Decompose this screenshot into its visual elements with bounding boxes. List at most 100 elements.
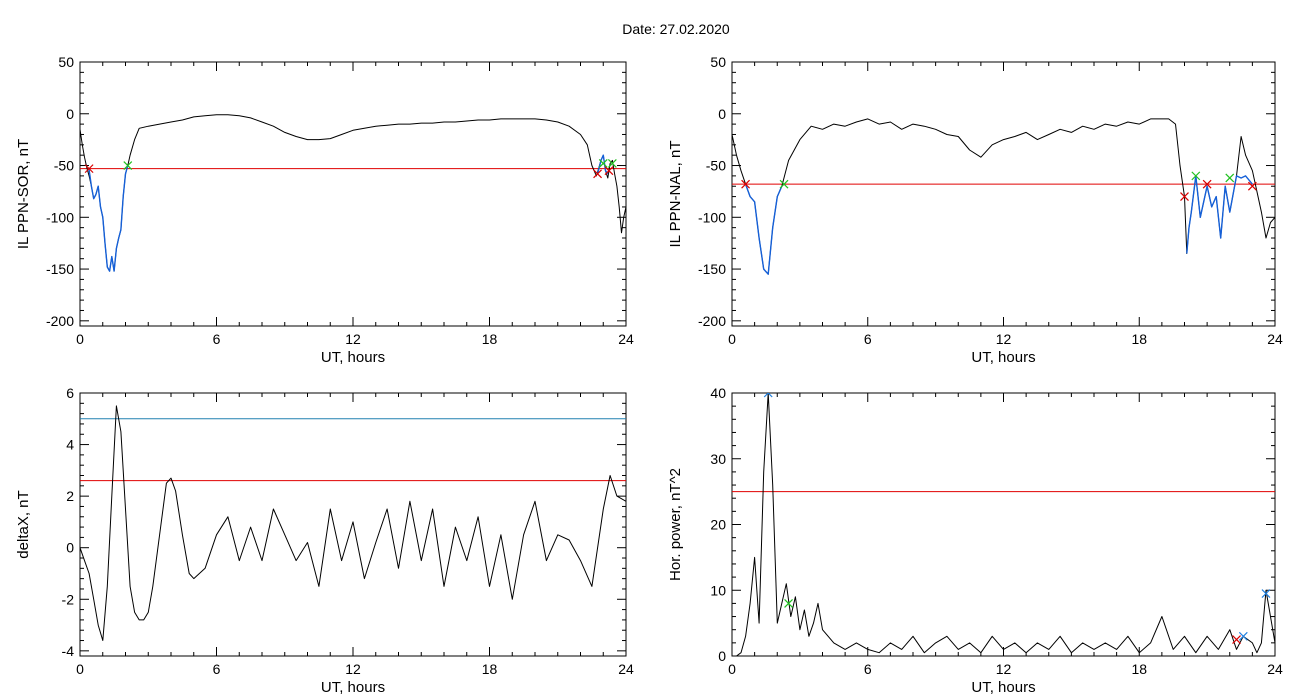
x-tick-label: 0 [76, 661, 84, 677]
x-tick-label: 24 [618, 331, 634, 347]
y-tick-label: 40 [710, 385, 726, 401]
x-tick-label: 18 [482, 331, 498, 347]
cross-stroke [1238, 631, 1248, 641]
y-tick-label: -2 [62, 591, 75, 607]
y-tick-label: 50 [58, 54, 74, 70]
cross-marker [1261, 589, 1271, 598]
y-tick-label: -4 [62, 643, 75, 659]
highlight-line [88, 165, 129, 272]
cross-marker [593, 169, 602, 179]
y-tick-label: -100 [698, 209, 726, 225]
cross-marker [604, 166, 614, 176]
y-tick-label: 10 [710, 582, 726, 598]
y-tick-label: 0 [66, 540, 74, 556]
x-tick-label: 6 [213, 331, 221, 347]
plot-frame [79, 61, 627, 327]
cross-stroke [604, 166, 614, 176]
plot-data [732, 118, 1275, 275]
x-axis-title: UT, hours [971, 679, 1035, 696]
series-line [80, 114, 626, 272]
x-tick-label: 18 [1131, 331, 1147, 347]
y-tick-label: 20 [710, 517, 726, 533]
x-tick-label: 12 [996, 661, 1012, 677]
ppn-nal-panel: 0 6 12 18 24 -200 -150 -100 -50 0 50 UT, hours IL PP… [667, 54, 1283, 366]
y-axis-title: IL PPN-SOR, nT [15, 139, 32, 249]
cross-stroke [607, 159, 617, 168]
x-tick-label: 0 [728, 331, 736, 347]
x-tick-label: 0 [76, 331, 84, 347]
y-tick-label: 30 [710, 451, 726, 467]
y-tick-label: -200 [698, 313, 726, 329]
y-tick-label: 6 [66, 385, 74, 401]
x-tick-label: 18 [1131, 661, 1147, 677]
plot-frame [79, 392, 627, 657]
cross-stroke [1180, 192, 1189, 202]
x-axis-title: UT, hours [971, 349, 1035, 366]
cross-stroke [1232, 635, 1241, 644]
plot-data [80, 114, 626, 272]
cross-marker [598, 159, 608, 168]
x-tick-label: 12 [345, 331, 361, 347]
ppn-sor-panel: 0 6 12 18 24 -200 -150 -100 -50 0 50 UT, hours IL PP… [15, 54, 634, 366]
y-tick-label: 4 [66, 437, 74, 453]
x-tick-label: 12 [345, 661, 361, 677]
x-axis-title: UT, hours [321, 349, 385, 366]
y-axis-title: deltaX, nT [15, 490, 32, 558]
x-tick-label: 6 [864, 331, 872, 347]
x-tick-label: 18 [482, 661, 498, 677]
cross-marker [1238, 631, 1248, 641]
x-tick-label: 12 [996, 331, 1012, 347]
cross-marker [1202, 179, 1212, 189]
cross-stroke [1191, 171, 1201, 181]
y-tick-label: -50 [706, 158, 726, 174]
plot-data [732, 393, 1275, 656]
cross-stroke [84, 164, 94, 174]
cross-marker [779, 179, 789, 189]
x-tick-label: 24 [1267, 331, 1283, 347]
highlight-line [744, 183, 783, 275]
cross-marker [1225, 173, 1235, 183]
highlight-line [1186, 175, 1253, 254]
cross-stroke [763, 393, 770, 398]
cross-stroke [741, 179, 750, 189]
cross-stroke [767, 393, 773, 398]
cross-stroke [1225, 173, 1235, 183]
plot-frame [731, 392, 1276, 657]
cross-marker [741, 179, 750, 189]
cross-stroke [1202, 179, 1212, 189]
cross-marker [784, 598, 793, 608]
x-axis-title: UT, hours [321, 679, 385, 696]
y-tick-label: -150 [46, 261, 74, 277]
cross-stroke [784, 598, 793, 608]
cross-stroke [123, 161, 133, 170]
x-tick-label: 24 [618, 661, 634, 677]
y-axis-title: Hor. power, nT^2 [667, 468, 684, 581]
cross-marker [763, 393, 773, 398]
x-tick-label: 6 [864, 661, 872, 677]
x-tick-label: 6 [213, 661, 221, 677]
cross-marker [123, 161, 133, 170]
cross-marker [84, 164, 94, 174]
y-axis-title: IL PPN-NAL, nT [667, 141, 684, 248]
series-line [80, 405, 626, 641]
cross-marker [1232, 635, 1241, 644]
series-line [732, 393, 1275, 656]
cross-stroke [598, 159, 608, 168]
hor-power-panel: 0 6 12 18 24 0 10 20 30 40 UT, hours Hor. power, nT… [667, 385, 1283, 696]
y-tick-label: -100 [46, 209, 74, 225]
y-tick-label: -200 [46, 313, 74, 329]
figure-title: Date: 27.02.2020 [622, 21, 730, 37]
highlight-line [596, 154, 609, 175]
x-tick-label: 0 [728, 661, 736, 677]
cross-marker [1191, 171, 1201, 181]
y-tick-label: 0 [718, 648, 726, 664]
cross-stroke [779, 179, 789, 189]
cross-stroke [1247, 181, 1257, 191]
x-tick-label: 24 [1267, 661, 1283, 677]
cross-marker [607, 159, 617, 168]
y-tick-label: -50 [54, 158, 74, 174]
cross-stroke [1261, 589, 1271, 598]
cross-marker [1247, 181, 1257, 191]
